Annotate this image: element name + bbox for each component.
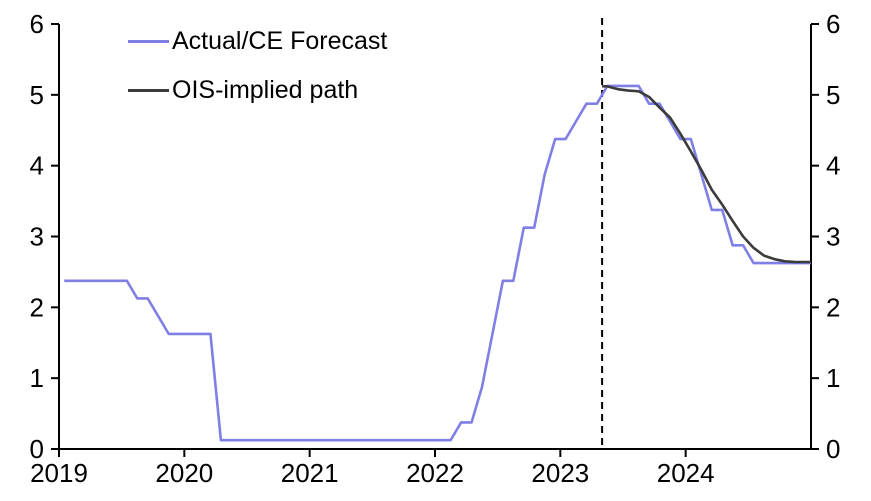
y-axis-left-tick-label: 4 — [30, 151, 44, 181]
y-axis-right-tick-label: 1 — [826, 363, 840, 393]
y-axis-left-tick-label: 3 — [30, 222, 44, 252]
series-line-actual-ce-forecast — [64, 84, 811, 442]
y-axis-right-tick-label: 6 — [826, 9, 840, 39]
x-axis-tick-label: 2021 — [281, 458, 339, 488]
series-line-ois-implied-path — [602, 85, 811, 264]
y-axis-right-tick-label: 0 — [826, 434, 840, 464]
actual-ce-forecast-line-swatch — [128, 39, 169, 43]
y-axis-right-tick-label: 3 — [826, 222, 840, 252]
legend: Actual/CE Forecast OIS-implied path — [128, 27, 387, 125]
legend-item-ois-implied-path: OIS-implied path — [128, 76, 387, 104]
x-axis-tick-label: 2023 — [531, 458, 589, 488]
x-axis-tick-label: 2019 — [30, 458, 88, 488]
x-axis-tick-label: 2020 — [155, 458, 213, 488]
y-axis-left-tick-label: 5 — [30, 80, 44, 110]
y-axis-left-tick-label: 1 — [30, 363, 44, 393]
y-axis-right-tick-label: 4 — [826, 151, 840, 181]
y-axis-left-tick-label: 6 — [30, 9, 44, 39]
ois-implied-path-line-swatch — [128, 88, 169, 92]
legend-label-ois-implied-path: OIS-implied path — [172, 76, 359, 104]
x-axis-tick-label: 2022 — [406, 458, 464, 488]
y-axis-left-tick-label: 2 — [30, 292, 44, 322]
y-axis-right-tick-label: 2 — [826, 292, 840, 322]
y-axis-left-tick-label: 0 — [30, 434, 44, 464]
legend-item-actual-ce-forecast: Actual/CE Forecast — [128, 27, 387, 55]
x-axis-tick-label: 2024 — [657, 458, 715, 488]
legend-label-actual-ce-forecast: Actual/CE Forecast — [172, 27, 388, 55]
y-axis-right-tick-label: 5 — [826, 80, 840, 110]
